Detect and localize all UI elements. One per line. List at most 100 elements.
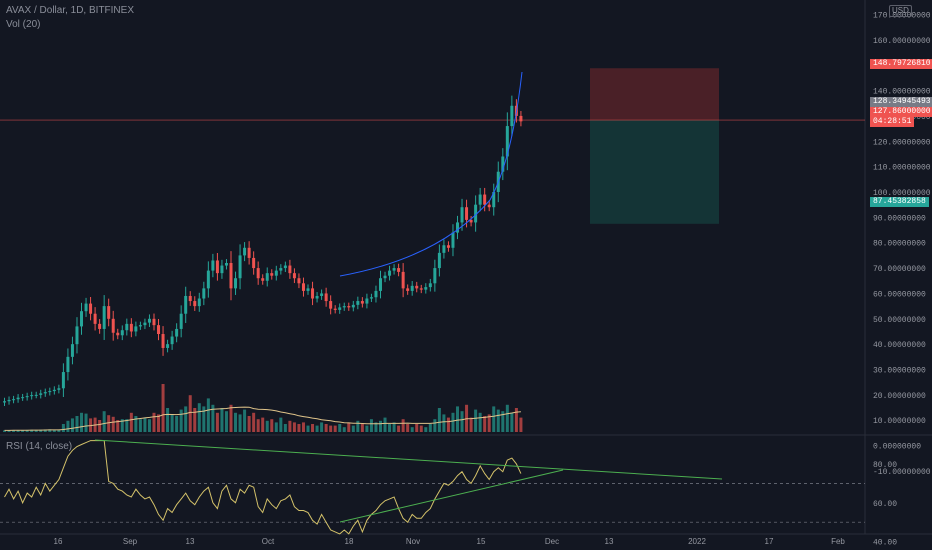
candle-body bbox=[374, 290, 378, 298]
volume-bar bbox=[143, 417, 147, 432]
volume-bar bbox=[243, 409, 247, 432]
volume-bar bbox=[25, 429, 29, 432]
candle-body bbox=[324, 293, 328, 302]
candle-body bbox=[351, 304, 355, 308]
axes: 170.00000000 160.00000000 15 0.00000000 140.… bbox=[54, 11, 931, 547]
volume-bar bbox=[16, 430, 20, 432]
candle-body bbox=[12, 399, 16, 401]
currency-badge[interactable]: USD bbox=[889, 5, 912, 17]
target-zone bbox=[590, 120, 719, 224]
candle-body bbox=[98, 323, 102, 329]
rsi-resistance-trendline bbox=[94, 439, 723, 480]
volume-bar bbox=[265, 420, 269, 432]
candle-body bbox=[125, 323, 129, 331]
candle-body bbox=[388, 270, 392, 276]
parabolic-curve bbox=[339, 71, 523, 277]
candle-body bbox=[492, 192, 496, 208]
candle-body bbox=[120, 330, 124, 336]
volume-bar bbox=[347, 422, 351, 432]
volume-bar bbox=[433, 419, 437, 432]
candle-body bbox=[410, 285, 414, 291]
volume-bar bbox=[415, 424, 419, 432]
volume-bar bbox=[138, 419, 142, 432]
time-tick-label: 16 bbox=[54, 537, 63, 546]
candle-body bbox=[80, 311, 84, 327]
volume-bar bbox=[111, 416, 115, 432]
candle-body bbox=[111, 318, 115, 333]
volume-bar bbox=[256, 419, 260, 432]
volume-bar bbox=[283, 424, 287, 432]
price-tick-label: 40.00000000 bbox=[873, 341, 926, 350]
time-tick-label: 17 bbox=[765, 537, 774, 546]
volume-bar bbox=[184, 406, 188, 432]
volume-bar bbox=[220, 408, 224, 432]
candle-body bbox=[428, 283, 432, 288]
candle-body bbox=[306, 288, 310, 291]
candle-body bbox=[279, 268, 283, 271]
volume-bar bbox=[329, 425, 333, 432]
candle-body bbox=[460, 207, 464, 223]
candle-body bbox=[34, 394, 38, 396]
price-tick-label: 80.00000000 bbox=[873, 240, 926, 249]
target-price-tag: 87.45382858 bbox=[870, 196, 929, 207]
candle-body bbox=[437, 252, 441, 269]
volume-bar bbox=[252, 412, 256, 432]
last-price-tag: 127.86000000 bbox=[870, 106, 932, 117]
volume-bar bbox=[116, 420, 120, 432]
volume-bar bbox=[75, 416, 79, 432]
candle-body bbox=[70, 344, 74, 357]
volume-bar bbox=[342, 427, 346, 432]
candle-body bbox=[229, 263, 233, 289]
volume-bar bbox=[170, 414, 174, 432]
volume-bar bbox=[39, 429, 43, 432]
candle-body bbox=[401, 271, 405, 289]
candle-body bbox=[52, 389, 56, 392]
candle-body bbox=[202, 288, 206, 299]
candle-body bbox=[166, 344, 170, 348]
volume-bar bbox=[107, 415, 111, 432]
volume-bar bbox=[297, 424, 301, 432]
candle-body bbox=[43, 392, 47, 394]
volume-bar bbox=[129, 412, 133, 432]
candle-body bbox=[211, 260, 215, 271]
volume-bar bbox=[274, 422, 278, 432]
candle-body bbox=[147, 318, 151, 323]
price-tick-label: 70.00000000 bbox=[873, 265, 926, 274]
volume-bar bbox=[166, 408, 170, 432]
volume-bar bbox=[292, 422, 296, 432]
candle-body bbox=[193, 301, 197, 307]
volume-bar bbox=[519, 417, 523, 432]
time-tick-label: Sep bbox=[123, 537, 138, 546]
volume-bar bbox=[211, 404, 215, 432]
candle-body bbox=[66, 356, 70, 373]
volume-bar bbox=[410, 427, 414, 432]
candle-body bbox=[274, 270, 278, 276]
candle-body bbox=[474, 204, 478, 223]
candles bbox=[3, 95, 523, 406]
candle-body bbox=[451, 232, 455, 248]
time-tick-label: 15 bbox=[477, 537, 486, 546]
volume-bar bbox=[147, 419, 151, 432]
volume-bar bbox=[460, 411, 464, 432]
candle-body bbox=[283, 265, 287, 269]
volume-bar bbox=[365, 425, 369, 432]
volume-bar bbox=[61, 424, 65, 432]
current-price-tag: 128.34945493 bbox=[870, 96, 932, 107]
time-tick-label: 13 bbox=[186, 537, 195, 546]
candle-body bbox=[419, 288, 423, 290]
volume-bar bbox=[505, 404, 509, 432]
candle-body bbox=[446, 245, 450, 248]
candle-body bbox=[301, 283, 305, 291]
candle-body bbox=[224, 263, 228, 266]
volume-bar bbox=[229, 404, 233, 432]
price-tick-label: 120.00000000 bbox=[873, 138, 931, 147]
candle-body bbox=[342, 306, 346, 308]
candle-body bbox=[220, 265, 224, 274]
candle-body bbox=[21, 397, 25, 399]
volume-bar bbox=[43, 429, 47, 432]
volume-bar bbox=[442, 414, 446, 432]
candle-body bbox=[501, 156, 505, 172]
candle-body bbox=[288, 265, 292, 274]
candle-body bbox=[265, 273, 269, 281]
